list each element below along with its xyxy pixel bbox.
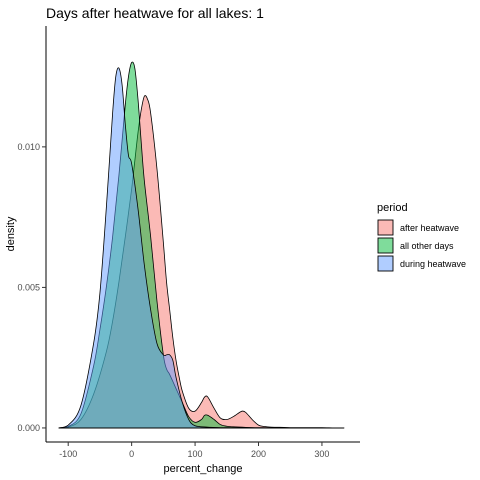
legend-swatch-during-heatwave bbox=[377, 255, 394, 272]
x-tick-label: 300 bbox=[314, 449, 329, 459]
x-tick-label: 100 bbox=[188, 449, 203, 459]
legend-label-all-other-days: all other days bbox=[400, 241, 454, 251]
y-tick-label: 0.010 bbox=[17, 142, 40, 152]
x-axis-ticks: -100 0 100 200 300 bbox=[59, 442, 329, 459]
y-tick-label: 0.000 bbox=[17, 423, 40, 433]
x-tick-label: -100 bbox=[59, 449, 77, 459]
legend-title: period bbox=[377, 202, 408, 214]
legend-swatch-all-other-days bbox=[377, 237, 394, 254]
y-axis-ticks: 0.000 0.005 0.010 bbox=[17, 142, 46, 433]
density-area-during-heatwave bbox=[58, 67, 345, 429]
chart-title: Days after heatwave for all lakes: 1 bbox=[46, 5, 264, 21]
legend-items: after heatwave all other days during heatw… bbox=[377, 219, 466, 272]
y-axis-title: density bbox=[5, 216, 17, 251]
x-tick-label: 0 bbox=[129, 449, 134, 459]
x-axis-title: percent_change bbox=[164, 463, 243, 475]
legend: period after heatwave all other days durin… bbox=[377, 202, 466, 272]
legend-swatch-after-heatwave bbox=[377, 219, 394, 236]
x-tick-label: 200 bbox=[251, 449, 266, 459]
axes bbox=[45, 26, 360, 443]
density-series bbox=[58, 61, 345, 429]
legend-label-after-heatwave: after heatwave bbox=[400, 223, 459, 233]
legend-label-during-heatwave: during heatwave bbox=[400, 259, 466, 269]
y-tick-label: 0.005 bbox=[17, 282, 40, 292]
